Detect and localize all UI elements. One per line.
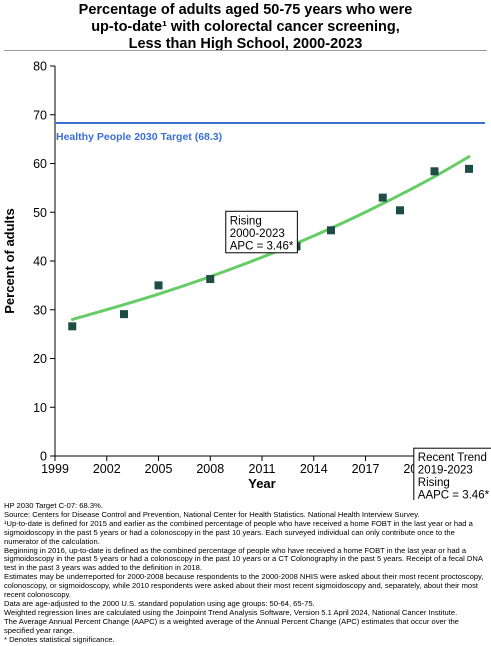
y-tick-label: 10: [33, 401, 47, 415]
x-tick-label: 2008: [196, 462, 224, 476]
data-point: [430, 167, 439, 176]
data-point: [154, 281, 163, 290]
annotation-line: Recent Trend: [418, 452, 487, 464]
annotation-line: AAPC = 3.46*: [418, 490, 490, 500]
footnotes: HP 2030 Target C-07: 68.3%. Source: Cent…: [4, 501, 488, 645]
footnote-significance: * Denotes statistical significance.: [4, 634, 115, 644]
x-tick-label: 1999: [41, 462, 69, 476]
y-tick-label: 0: [40, 450, 47, 464]
x-tick-label: 2014: [300, 462, 328, 476]
data-point: [378, 193, 387, 202]
title-divider: [4, 50, 487, 51]
data-point: [396, 206, 404, 215]
x-tick-label: 2002: [93, 462, 121, 476]
x-tick-label: 2017: [352, 462, 380, 476]
chart-plot: 0 10 20 30 40 50 60 70 80 1999 2002 2005 2008 2011 201…: [2, 60, 491, 500]
annotation-line: 2019-2023: [418, 465, 473, 477]
target-label: Healthy People 2030 Target (68.3): [56, 131, 222, 143]
footnote-definition-2016: Beginning in 2016, up-to-date is defined…: [4, 545, 483, 573]
footnote-hp-target: HP 2030 Target C-07: 68.3%.: [4, 501, 103, 510]
x-tick-label: 2011: [249, 462, 276, 476]
y-tick-label: 30: [33, 303, 47, 317]
title-line-3: Less than High School, 2000-2023: [128, 36, 363, 52]
annotation-line: APC = 3.46*: [230, 240, 294, 252]
y-tick-label: 60: [33, 157, 47, 171]
annotation-line: Rising: [230, 215, 262, 227]
footnote-definition-2015: ¹Up-to-date is defined for 2015 and earl…: [4, 518, 473, 546]
footnote-aapc: The Average Annual Percent Change (AAPC)…: [4, 616, 459, 635]
y-tick-label: 80: [33, 60, 47, 74]
annotation-line: 2000-2023: [230, 228, 285, 240]
title-line-1: Percentage of adults aged 50-75 years wh…: [78, 2, 413, 18]
x-tick-label: 2005: [145, 462, 173, 476]
y-axis-title: Percent of adults: [2, 208, 17, 313]
data-point: [327, 226, 335, 235]
data-point: [465, 164, 473, 173]
footnote-source: Source: Centers for Disease Control and …: [4, 509, 420, 519]
y-tick-label: 20: [33, 352, 47, 366]
footnote-joinpoint: Weighted regression lines are calculated…: [4, 607, 458, 617]
y-tick-label: 70: [33, 108, 47, 122]
annotation-border: [225, 210, 298, 254]
title-line-2: up-to-date¹ with colorectal cancer scree…: [91, 19, 400, 35]
data-point: [68, 322, 77, 331]
x-axis-title: Year: [248, 476, 275, 491]
chart-title: Percentage of adults aged 50-75 years wh…: [0, 2, 491, 53]
footnote-underreporting: Estimates may be underreported for 2000-…: [4, 572, 484, 600]
y-tick-label: 50: [33, 206, 47, 220]
data-point: [206, 275, 215, 284]
annotation-border: [413, 447, 491, 500]
y-tick-label: 40: [33, 255, 47, 269]
footnote-age-adjusted: Data are age-adjusted to the 2000 U.S. s…: [4, 598, 315, 608]
annotation-line: Rising: [418, 477, 450, 489]
data-point: [120, 310, 128, 319]
